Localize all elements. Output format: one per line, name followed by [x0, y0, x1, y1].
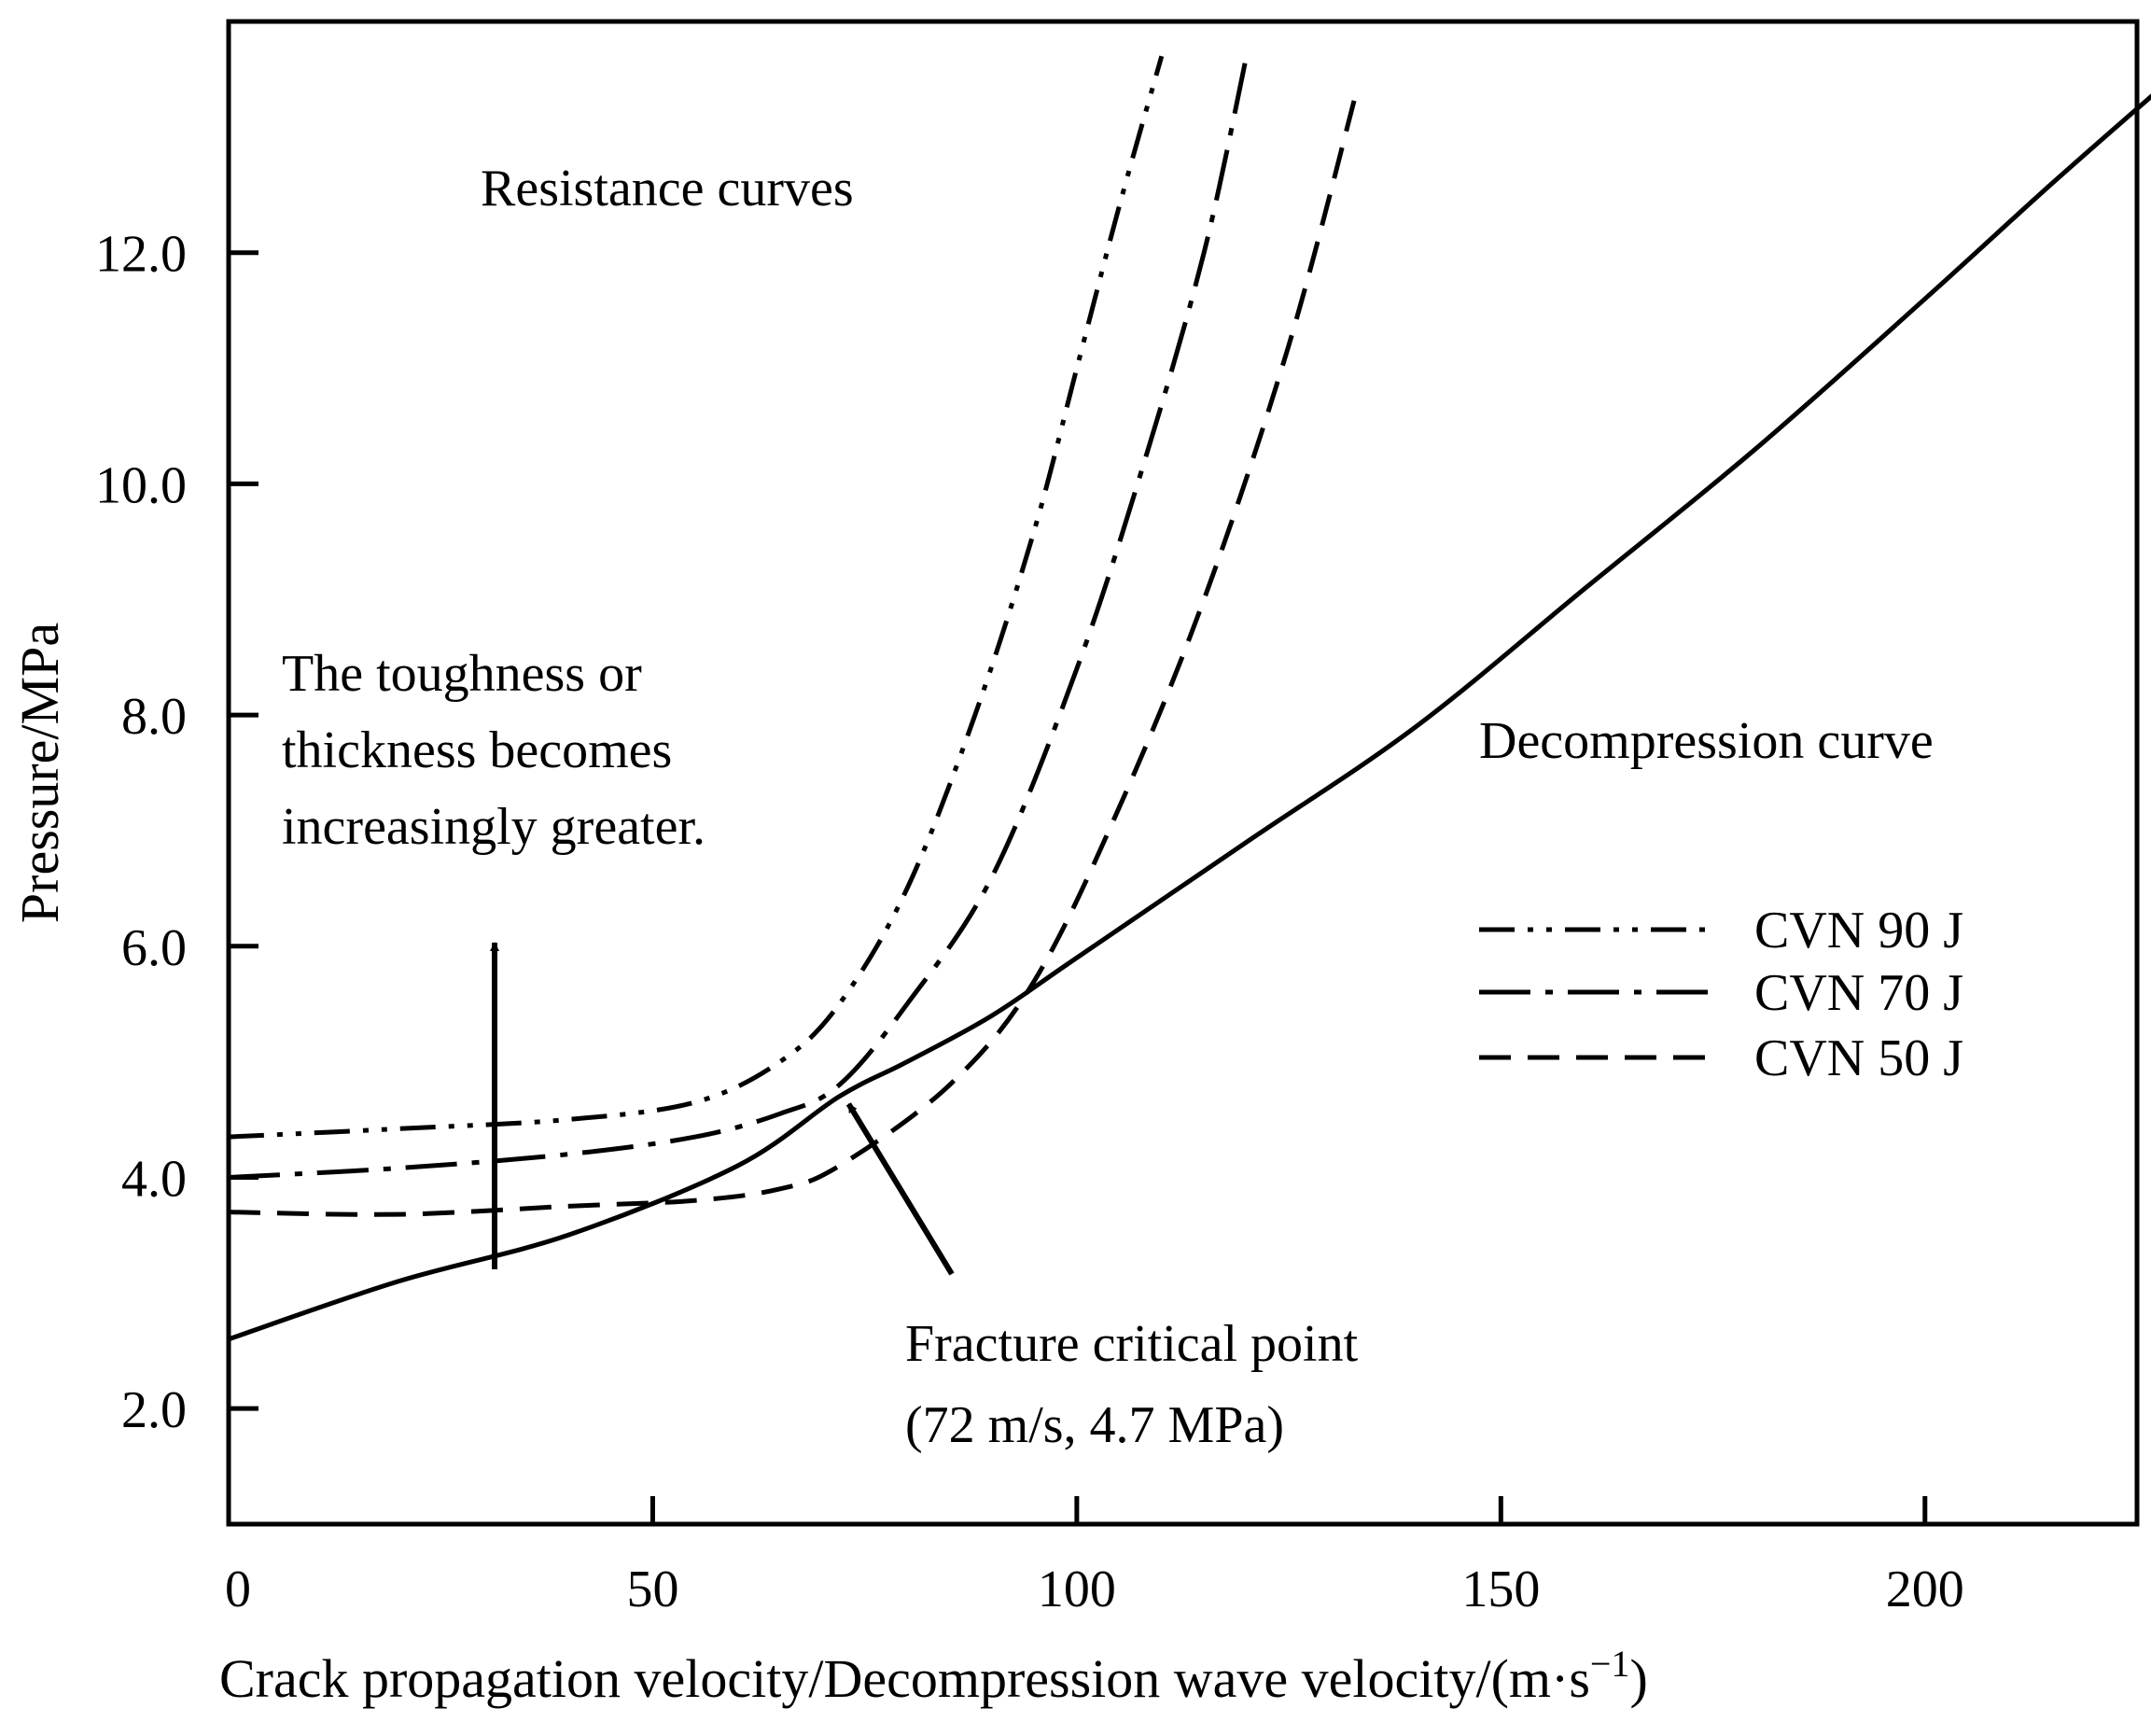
x-axis-title-close: ): [1629, 1648, 1647, 1709]
series-line-cvn-70-j: [228, 55, 1250, 1180]
legend-label-cvn-70: CVN 70 J: [1754, 964, 1963, 1022]
resistance-curves-label: Resistance curves: [481, 160, 854, 217]
series-line-decompression-curve: [228, 93, 2151, 1342]
y-tick-label-4: 4.0: [121, 1150, 187, 1208]
y-tick-label-8: 8.0: [121, 688, 187, 746]
x-axis-ticks: 0 50 100 150 200: [225, 1496, 1964, 1618]
y-tick-label-2: 2.0: [121, 1381, 187, 1439]
legend-label-cvn-50: CVN 50 J: [1754, 1029, 1963, 1087]
x-tick-label-0: 0: [225, 1561, 251, 1618]
x-tick-label-100: 100: [1038, 1561, 1116, 1618]
toughness-label-line3: increasingly greater.: [282, 798, 705, 856]
y-tick-label-12: 12.0: [95, 226, 187, 284]
y-tick-label-10: 10.0: [95, 456, 187, 514]
legend-label-cvn-90: CVN 90 J: [1754, 902, 1963, 959]
critical-point-arrow: [845, 1102, 955, 1276]
toughness-label-line1: The toughness or: [282, 645, 642, 703]
y-tick-label-6: 6.0: [121, 919, 187, 977]
decompression-curve-label: Decompression curve: [1479, 712, 1934, 770]
x-tick-label-50: 50: [626, 1561, 678, 1618]
legend: CVN 90 J CVN 70 J CVN 50 J: [1479, 902, 1963, 1087]
plot-frame: [226, 19, 2140, 1527]
critical-point-label-line2: (72 m/s, 4.7 MPa): [905, 1396, 1284, 1454]
x-axis-title-superscript: −1: [1590, 1643, 1630, 1685]
series-line-cvn-50-j: [228, 90, 1360, 1217]
toughness-label-line2: thickness becomes: [282, 721, 672, 779]
x-tick-label-200: 200: [1886, 1561, 1964, 1618]
x-axis-title: Crack propagation velocity/Decompression…: [219, 1643, 1648, 1709]
x-tick-label-150: 150: [1461, 1561, 1540, 1618]
x-axis-title-main: Crack propagation velocity/Decompression…: [219, 1648, 1590, 1709]
series-layer: [228, 55, 2151, 1342]
y-axis-title: Pressure/MPa: [9, 623, 70, 923]
critical-point-label-line1: Fracture critical point: [905, 1315, 1359, 1373]
series-line-cvn-90-j: [228, 55, 1165, 1140]
y-axis-ticks: 2.0 4.0 6.0 8.0 10.0 12.0: [95, 226, 258, 1439]
